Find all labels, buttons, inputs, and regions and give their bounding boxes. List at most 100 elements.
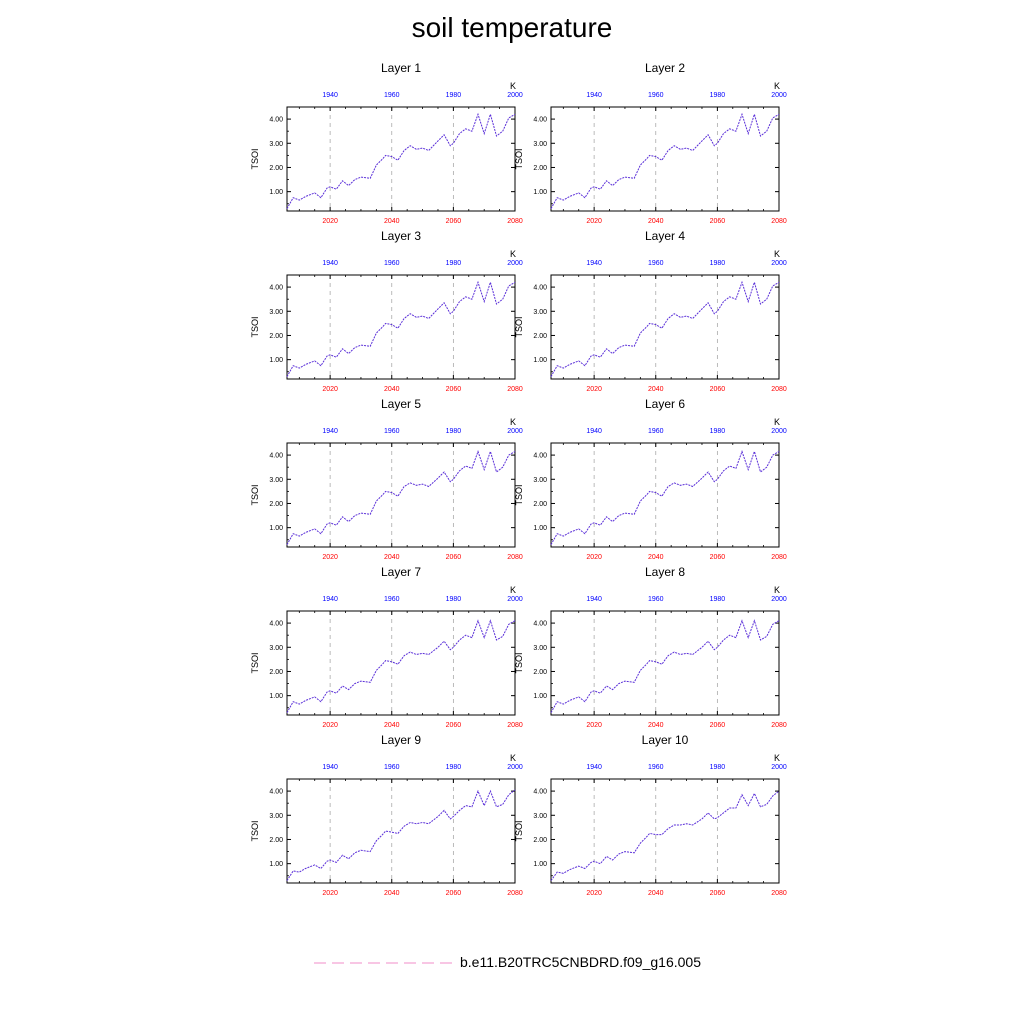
panel-svg: Layer 5 K 2020 2040 2060 2080 1940 1960 1980 2000…: [250, 397, 523, 561]
panel-6: Layer 6 K 2020 2040 2060 2080 1940 1960 1980 2000…: [514, 392, 787, 561]
plot-frame: [550, 106, 780, 212]
y-axis-label: TSOI: [514, 484, 524, 505]
panel-svg: Layer 1 K 2020 2040 2060 2080 1940 1960 1980 2000…: [250, 61, 523, 225]
x-bottom-tick-label: 2020: [586, 890, 602, 897]
units-label: K: [774, 417, 780, 427]
y-tick-label: 3.00: [533, 309, 547, 316]
y-axis-label: TSOI: [250, 652, 260, 673]
page-title: soil temperature: [411, 12, 613, 43]
y-tick-label: 1.00: [533, 525, 547, 532]
x-bottom-tick-label: 2040: [648, 554, 664, 561]
y-tick-label: 3.00: [533, 645, 547, 652]
panel-title: Layer 10: [642, 733, 689, 747]
y-tick-label: 4.00: [269, 789, 283, 796]
panel-svg: Layer 4 K 2020 2040 2060 2080 1940 1960 1980 2000…: [514, 229, 787, 393]
y-tick-label: 4.00: [269, 117, 283, 124]
plot-frame: [550, 442, 780, 548]
panel-title: Layer 6: [645, 397, 685, 411]
x-top-tick-label: 1940: [586, 92, 602, 99]
x-top-tick-label: 1980: [710, 92, 726, 99]
x-bottom-tick-label: 2060: [446, 386, 462, 393]
y-axis-label: TSOI: [250, 148, 260, 169]
y-tick-label: 1.00: [269, 525, 283, 532]
panel-2: Layer 2 K 2020 2040 2060 2080 1940 1960 1980 2000…: [514, 56, 787, 225]
units-label: K: [510, 417, 516, 427]
x-top-tick-label: 1960: [384, 428, 400, 435]
panel-svg: Layer 10 K 2020 2040 2060 2080 1940 1960 1980 200…: [514, 733, 787, 897]
plot-frame: [286, 778, 516, 884]
panel-svg: Layer 7 K 2020 2040 2060 2080 1940 1960 1980 2000…: [250, 565, 523, 729]
x-bottom-tick-label: 2040: [648, 218, 664, 225]
y-tick-label: 4.00: [533, 789, 547, 796]
panel-9: Layer 9 K 2020 2040 2060 2080 1940 1960 1980 2000…: [250, 728, 523, 897]
y-tick-label: 1.00: [269, 693, 283, 700]
x-bottom-tick-label: 2080: [771, 386, 787, 393]
x-bottom-tick-label: 2060: [446, 218, 462, 225]
y-tick-label: 2.00: [269, 669, 283, 676]
x-top-tick-label: 1980: [710, 596, 726, 603]
x-top-tick-label: 1980: [446, 764, 462, 771]
panel-title: Layer 9: [381, 733, 421, 747]
units-label: K: [774, 249, 780, 259]
y-tick-label: 3.00: [269, 813, 283, 820]
y-tick-label: 1.00: [533, 861, 547, 868]
x-bottom-tick-label: 2020: [586, 722, 602, 729]
x-bottom-tick-label: 2060: [710, 890, 726, 897]
units-label: K: [510, 753, 516, 763]
y-tick-label: 3.00: [269, 141, 283, 148]
x-bottom-tick-label: 2080: [507, 386, 523, 393]
y-axis-label: TSOI: [250, 820, 260, 841]
x-bottom-tick-label: 2060: [446, 722, 462, 729]
x-bottom-tick-label: 2080: [507, 218, 523, 225]
x-top-tick-label: 2000: [507, 260, 523, 267]
panel-title: Layer 8: [645, 565, 685, 579]
y-tick-label: 3.00: [269, 309, 283, 316]
x-top-tick-label: 2000: [771, 764, 787, 771]
x-bottom-tick-label: 2040: [384, 218, 400, 225]
y-tick-label: 3.00: [269, 645, 283, 652]
y-tick-label: 2.00: [269, 837, 283, 844]
series-line: [550, 619, 780, 713]
y-axis-label: TSOI: [250, 484, 260, 505]
x-bottom-tick-label: 2080: [507, 722, 523, 729]
y-tick-label: 1.00: [533, 189, 547, 196]
units-label: K: [510, 249, 516, 259]
plot-frame: [550, 778, 780, 884]
y-tick-label: 1.00: [269, 861, 283, 868]
y-tick-label: 1.00: [533, 693, 547, 700]
x-bottom-tick-label: 2040: [384, 722, 400, 729]
x-top-tick-label: 1980: [710, 260, 726, 267]
panel-8: Layer 8 K 2020 2040 2060 2080 1940 1960 1980 2000…: [514, 560, 787, 729]
x-bottom-tick-label: 2060: [710, 722, 726, 729]
plot-frame: [286, 442, 516, 548]
x-bottom-tick-label: 2080: [507, 554, 523, 561]
x-top-tick-label: 1980: [446, 428, 462, 435]
x-bottom-tick-label: 2020: [322, 554, 338, 561]
panel-10: Layer 10 K 2020 2040 2060 2080 1940 1960 1980 200…: [514, 728, 787, 897]
x-top-tick-label: 1940: [322, 596, 338, 603]
x-bottom-tick-label: 2060: [710, 554, 726, 561]
x-bottom-tick-label: 2020: [322, 722, 338, 729]
x-top-tick-label: 2000: [771, 92, 787, 99]
x-top-tick-label: 1940: [322, 428, 338, 435]
series-line: [550, 790, 780, 881]
y-tick-label: 1.00: [533, 357, 547, 364]
x-top-tick-label: 2000: [771, 428, 787, 435]
x-top-tick-label: 1960: [384, 260, 400, 267]
x-top-tick-label: 1940: [322, 764, 338, 771]
x-top-tick-label: 1960: [648, 764, 664, 771]
units-label: K: [774, 81, 780, 91]
y-tick-label: 1.00: [269, 357, 283, 364]
y-tick-label: 4.00: [269, 453, 283, 460]
panel-4: Layer 4 K 2020 2040 2060 2080 1940 1960 1980 2000…: [514, 224, 787, 393]
y-tick-label: 2.00: [533, 333, 547, 340]
x-top-tick-label: 1960: [384, 764, 400, 771]
y-tick-label: 2.00: [533, 837, 547, 844]
x-bottom-tick-label: 2040: [648, 890, 664, 897]
panel-title: Layer 2: [645, 61, 685, 75]
plot-frame: [550, 274, 780, 380]
series-line: [286, 280, 516, 377]
x-top-tick-label: 1980: [446, 92, 462, 99]
y-tick-label: 3.00: [533, 813, 547, 820]
y-tick-label: 3.00: [533, 141, 547, 148]
